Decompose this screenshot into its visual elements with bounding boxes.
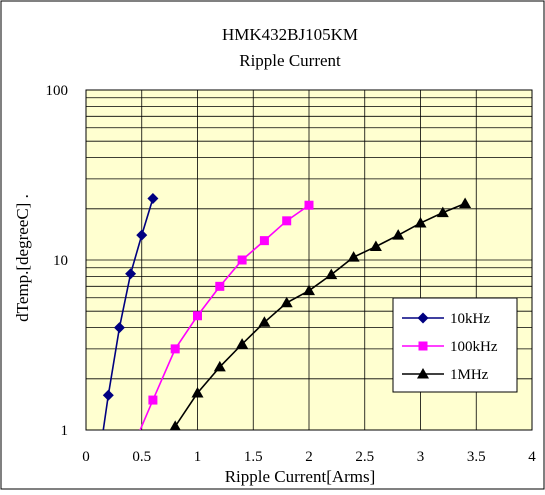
legend-swatch-marker bbox=[418, 341, 428, 351]
legend-item-10khz: 10kHz bbox=[402, 311, 490, 327]
data-point bbox=[215, 281, 225, 291]
chart-subtitle: Ripple Current bbox=[239, 51, 341, 70]
legend: 10kHz 100kHz 1MHz bbox=[392, 297, 518, 393]
data-point bbox=[347, 251, 360, 262]
data-point bbox=[125, 268, 137, 280]
data-point bbox=[236, 338, 249, 349]
x-tick-label: 2.5 bbox=[355, 449, 374, 465]
x-tick-label: 4 bbox=[528, 449, 536, 465]
data-point bbox=[193, 311, 202, 321]
data-point bbox=[258, 316, 271, 327]
data-point bbox=[436, 206, 449, 218]
series-10khz bbox=[102, 193, 159, 430]
legend-label: 100kHz bbox=[450, 339, 498, 355]
x-tick-label: 2 bbox=[305, 449, 313, 465]
data-point bbox=[303, 284, 315, 296]
data-point bbox=[459, 197, 472, 208]
data-point bbox=[237, 255, 247, 265]
series-100khz bbox=[139, 200, 314, 430]
chart-title: HMK432BJ105KM bbox=[222, 25, 358, 44]
x-tick-label: 1.5 bbox=[244, 449, 263, 465]
data-point bbox=[414, 217, 427, 228]
x-axis-title: Ripple Current[Arms] bbox=[225, 467, 376, 486]
data-point bbox=[102, 389, 114, 401]
data-point bbox=[282, 216, 292, 226]
data-point bbox=[304, 200, 314, 210]
series-layer bbox=[102, 193, 472, 430]
data-point bbox=[369, 240, 382, 252]
legend-items: 10kHz 100kHz 1MHz bbox=[402, 311, 498, 383]
y-tick-label: 100 bbox=[46, 83, 69, 99]
y-tick-labels: 1 10 100 bbox=[46, 83, 69, 439]
x-tick-label: 0 bbox=[82, 449, 90, 465]
legend-label: 1MHz bbox=[450, 367, 489, 383]
x-tick-labels: 0 0.5 1 1.5 2 2.5 3 3.5 4 bbox=[82, 449, 536, 465]
data-point bbox=[259, 236, 269, 246]
data-point bbox=[147, 193, 159, 205]
data-point bbox=[325, 268, 338, 280]
y-tick-label: 10 bbox=[53, 253, 68, 269]
data-point bbox=[191, 387, 204, 398]
legend-swatch-marker bbox=[417, 312, 429, 324]
legend-box bbox=[392, 297, 518, 393]
data-point bbox=[148, 395, 158, 405]
data-point bbox=[170, 344, 180, 354]
legend-item-1mhz: 1MHz bbox=[402, 367, 489, 383]
plot-frame bbox=[85, 89, 533, 431]
series-1mhz bbox=[169, 197, 472, 430]
legend-swatch-marker bbox=[417, 368, 429, 379]
x-tick-label: 3 bbox=[417, 449, 425, 465]
y-tick-label: 1 bbox=[61, 423, 69, 439]
data-point bbox=[113, 322, 125, 334]
x-tick-label: 1 bbox=[194, 449, 202, 465]
y-axis-title: dTemp.[degreeC] . bbox=[13, 194, 32, 322]
data-point bbox=[392, 229, 405, 240]
data-point bbox=[136, 229, 148, 241]
x-tick-label: 3.5 bbox=[467, 449, 486, 465]
series-line bbox=[102, 198, 154, 430]
legend-label: 10kHz bbox=[450, 311, 490, 327]
x-tick-label: 0.5 bbox=[132, 449, 151, 465]
data-point bbox=[169, 420, 181, 430]
legend-item-100khz: 100kHz bbox=[402, 339, 498, 355]
data-point bbox=[213, 360, 226, 372]
data-point bbox=[280, 296, 293, 308]
